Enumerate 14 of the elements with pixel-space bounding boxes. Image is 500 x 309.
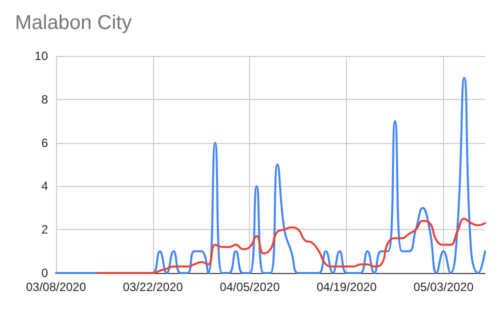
line-series (55, 76, 486, 274)
y-tick-label: 8 (41, 92, 48, 106)
chart-title: Malabon City (15, 12, 132, 34)
x-tick-label: 04/19/2020 (316, 280, 377, 294)
y-tick-label: 2 (41, 222, 48, 237)
y-tick-label: 6 (41, 136, 48, 150)
y-tick-label: 4 (41, 179, 48, 194)
line-series (96, 218, 486, 274)
x-tick-label: 03/08/2020 (26, 280, 86, 294)
x-tick-label: 03/22/2020 (122, 280, 184, 294)
x-tick-label: 04/05/2020 (220, 280, 280, 294)
y-tick-label: 10 (34, 49, 48, 63)
y-tick-label: 0 (41, 266, 48, 280)
x-tick-label: 05/03/2020 (413, 280, 474, 294)
